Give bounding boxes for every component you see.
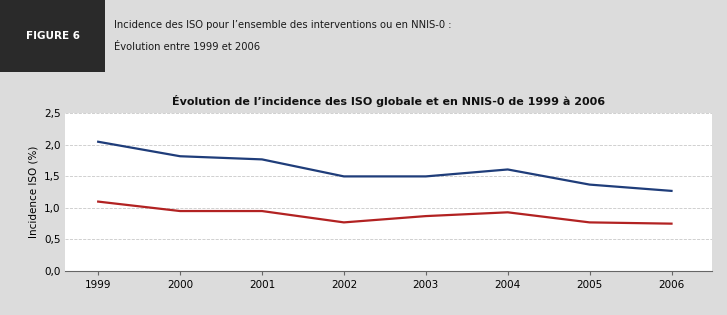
Text: FIGURE 6: FIGURE 6 [25,31,80,41]
Text: Évolution entre 1999 et 2006: Évolution entre 1999 et 2006 [114,42,260,52]
Y-axis label: Incidence ISO (%): Incidence ISO (%) [28,146,39,238]
Legend: Taux d’ISO global, Taux d’ISO en NNIS-0: Taux d’ISO global, Taux d’ISO en NNIS-0 [246,311,532,315]
Text: Incidence des ISO pour l’ensemble des interventions ou en NNIS-0 :: Incidence des ISO pour l’ensemble des in… [114,20,451,30]
Title: Évolution de l’incidence des ISO globale et en NNIS-0 de 1999 à 2006: Évolution de l’incidence des ISO globale… [172,95,606,107]
Bar [0,0,105,72]
